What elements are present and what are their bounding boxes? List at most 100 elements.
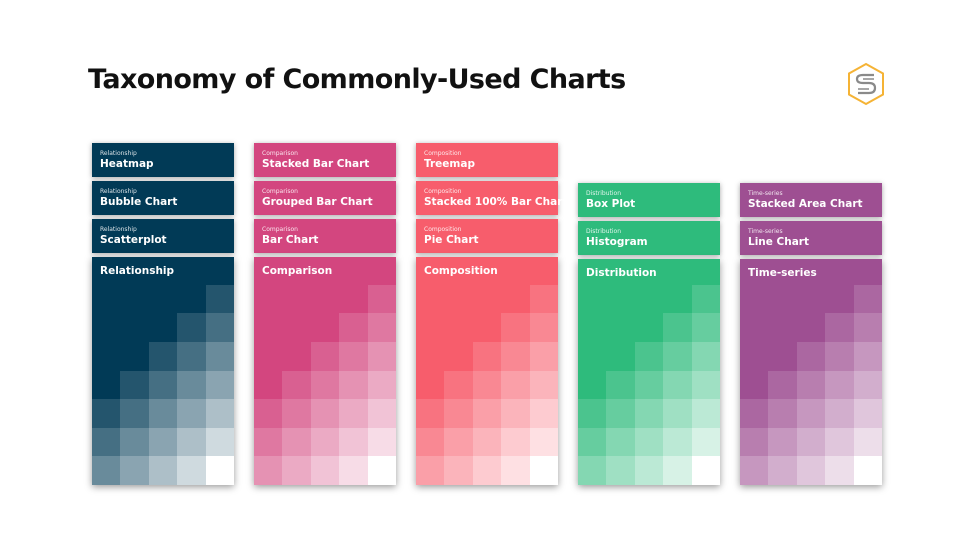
card-chart-name: Bubble Chart — [100, 196, 178, 208]
gradient-cell — [578, 456, 607, 485]
gradient-cell — [529, 284, 558, 314]
card-category: Comparison — [262, 188, 298, 195]
chart-card[interactable]: Composition Stacked 100% Bar Chart — [416, 181, 567, 215]
gradient-cell — [205, 342, 234, 371]
gradient-cell — [416, 427, 445, 457]
gradient-cell — [282, 370, 311, 400]
gradient-cell — [529, 456, 558, 485]
gradient-cell — [205, 313, 234, 342]
gradient-cell — [282, 399, 311, 428]
card-chart-name: Line Chart — [748, 236, 810, 248]
gradient-cell — [205, 427, 234, 457]
gradient-cell — [367, 399, 396, 428]
gradient-cell — [254, 456, 283, 485]
gradient-cell — [416, 456, 445, 485]
card-category: Composition — [424, 150, 462, 157]
gradient-cell — [796, 456, 826, 485]
gradient-cell — [501, 456, 530, 485]
gradient-cell — [148, 370, 178, 400]
gradient-cell — [444, 456, 473, 485]
gradient-cell — [853, 342, 882, 371]
gradient-cell — [796, 342, 826, 371]
category-title: Composition — [424, 265, 498, 277]
gradient-cell — [825, 313, 854, 342]
gradient-cell — [606, 456, 635, 485]
gradient-cell — [825, 370, 854, 400]
gradient-cell — [472, 427, 502, 457]
gradient-cell — [472, 456, 502, 485]
gradient-cell — [472, 399, 502, 428]
gradient-cell — [825, 342, 854, 371]
card-category: Composition — [424, 226, 462, 233]
chart-card[interactable]: Comparison Stacked Bar Chart — [254, 143, 396, 177]
gradient-cell — [825, 399, 854, 428]
gradient-cell — [367, 313, 396, 342]
chart-card[interactable]: Comparison Bar Chart — [254, 219, 396, 253]
gradient-cell — [120, 399, 149, 428]
chart-card[interactable]: Distribution Histogram — [578, 221, 720, 255]
gradient-cell — [92, 399, 121, 428]
card-category: Distribution — [586, 228, 622, 235]
gradient-cell — [501, 313, 530, 342]
gradient-cell — [177, 427, 206, 457]
card-chart-name: Heatmap — [100, 158, 154, 170]
category-card: Composition — [416, 257, 558, 485]
gradient-cell — [663, 342, 692, 371]
category-title: Time-series — [748, 267, 817, 279]
gradient-cell — [578, 427, 607, 457]
gradient-cell — [529, 370, 558, 400]
gradient-cell — [205, 284, 234, 314]
gradient-cell — [177, 456, 206, 485]
gradient-cell — [120, 427, 149, 457]
chart-card[interactable]: Relationship Bubble Chart — [92, 181, 234, 215]
gradient-cell — [339, 399, 368, 428]
gradient-cell — [853, 456, 882, 485]
gradient-cell — [254, 427, 283, 457]
gradient-cell — [92, 427, 121, 457]
chart-card[interactable]: Composition Pie Chart — [416, 219, 558, 253]
gradient-cell — [691, 370, 720, 400]
gradient-cell — [254, 399, 283, 428]
gradient-cell — [148, 427, 178, 457]
gradient-cell — [825, 456, 854, 485]
gradient-cell — [177, 399, 206, 428]
chart-card[interactable]: Distribution Box Plot — [578, 183, 720, 217]
gradient-cell — [853, 284, 882, 314]
chart-card[interactable]: Comparison Grouped Bar Chart — [254, 181, 396, 215]
gradient-cell — [634, 399, 664, 428]
gradient-cell — [205, 456, 234, 485]
gradient-cell — [416, 399, 445, 428]
gradient-cell — [177, 342, 206, 371]
gradient-cell — [691, 456, 720, 485]
gradient-cell — [501, 399, 530, 428]
chart-card[interactable]: Relationship Scatterplot — [92, 219, 234, 253]
gradient-cell — [339, 427, 368, 457]
gradient-cell — [310, 399, 340, 428]
gradient-cell — [310, 370, 340, 400]
chart-card[interactable]: Relationship Heatmap — [92, 143, 234, 177]
card-chart-name: Scatterplot — [100, 234, 167, 246]
gradient-cell — [768, 399, 797, 428]
gradient-cell — [606, 399, 635, 428]
gradient-cell — [444, 427, 473, 457]
gradient-cell — [691, 313, 720, 342]
gradient-cell — [120, 456, 149, 485]
chart-card[interactable]: Composition Treemap — [416, 143, 558, 177]
gradient-cell — [529, 313, 558, 342]
chart-card[interactable]: Time-series Line Chart — [740, 221, 882, 255]
gradient-cell — [339, 456, 368, 485]
gradient-cell — [148, 456, 178, 485]
gradient-cell — [691, 284, 720, 314]
card-chart-name: Histogram — [586, 236, 648, 248]
gradient-cell — [768, 427, 797, 457]
gradient-cell — [853, 313, 882, 342]
gradient-cell — [853, 427, 882, 457]
gradient-cell — [310, 342, 340, 371]
gradient-cell — [367, 427, 396, 457]
chart-card[interactable]: Time-series Stacked Area Chart — [740, 183, 882, 217]
gradient-cell — [634, 456, 664, 485]
gradient-cell — [529, 427, 558, 457]
card-chart-name: Pie Chart — [424, 234, 479, 246]
gradient-cell — [796, 427, 826, 457]
gradient-cell — [339, 370, 368, 400]
